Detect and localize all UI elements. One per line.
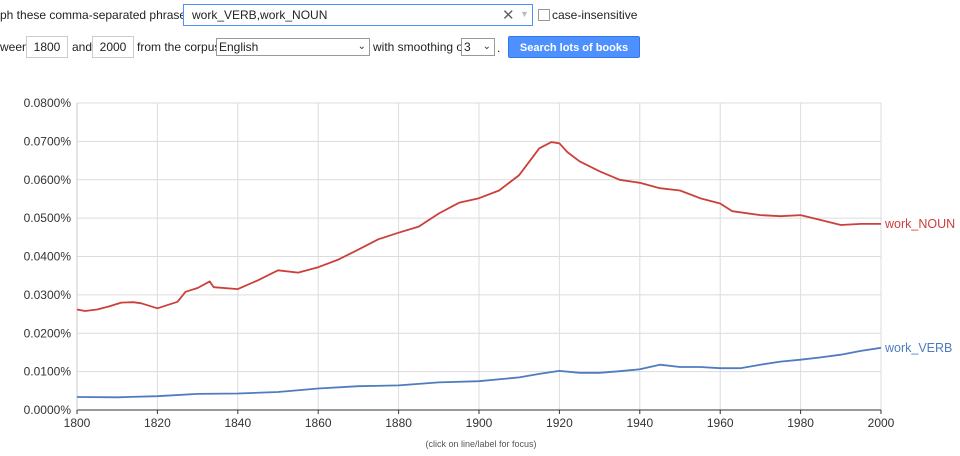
- y-tick-label: 0.0400%: [24, 250, 72, 264]
- case-insensitive-checkbox[interactable]: [538, 9, 550, 21]
- corpus-label: from the corpus: [137, 40, 221, 54]
- smoothing-select-value: 3: [464, 40, 471, 54]
- query-form: ph these comma-separated phrases: work_V…: [0, 0, 960, 66]
- smoothing-select[interactable]: 3 ⌄: [461, 38, 495, 56]
- y-tick-label: 0.0700%: [24, 134, 72, 148]
- chevron-down-icon: ⌄: [482, 41, 491, 52]
- phrases-input[interactable]: work_VERB,work_NOUN ✕ ▼: [183, 4, 533, 26]
- chart-footnote: (click on line/label for focus): [425, 439, 536, 449]
- smoothing-label: with smoothing of: [373, 40, 467, 54]
- series-line-work_NOUN[interactable]: [76, 141, 881, 312]
- y-tick-label: 0.0200%: [24, 326, 72, 340]
- start-year-input[interactable]: 1800: [26, 36, 68, 58]
- x-tick-label: 1960: [707, 416, 734, 430]
- y-tick-label: 0.0800%: [24, 96, 72, 110]
- x-tick-label: 2000: [868, 416, 895, 430]
- chevron-down-icon: ⌄: [357, 41, 366, 52]
- dropdown-caret-icon[interactable]: ▼: [520, 9, 529, 19]
- series-label-work_VERB[interactable]: work_VERB: [884, 341, 952, 355]
- case-insensitive-label[interactable]: case-insensitive: [552, 8, 638, 22]
- period-text: .: [497, 41, 501, 55]
- clear-icon[interactable]: ✕: [502, 7, 515, 24]
- y-tick-label: 0.0300%: [24, 288, 72, 302]
- y-tick-label: 0.0500%: [24, 211, 72, 225]
- series-line-work_VERB[interactable]: [76, 346, 882, 399]
- x-tick-label: 1920: [546, 416, 573, 430]
- x-tick-label: 1940: [626, 416, 653, 430]
- end-year-input[interactable]: 2000: [92, 36, 134, 58]
- x-tick-label: 1860: [305, 416, 332, 430]
- x-tick-label: 1820: [144, 416, 171, 430]
- x-tick-label: 1900: [466, 416, 493, 430]
- x-tick-label: 1980: [787, 416, 814, 430]
- x-tick-label: 1800: [64, 416, 91, 430]
- y-tick-label: 0.0000%: [24, 403, 72, 417]
- x-tick-label: 1840: [224, 416, 251, 430]
- corpus-select-value: English: [219, 40, 259, 54]
- phrases-label: ph these comma-separated phrases:: [0, 8, 196, 22]
- between-label: ween: [0, 40, 29, 54]
- x-tick-label: 1880: [385, 416, 412, 430]
- corpus-select[interactable]: English ⌄: [216, 38, 370, 56]
- y-tick-label: 0.0600%: [24, 173, 72, 187]
- y-tick-label: 0.0100%: [24, 365, 72, 379]
- and-label: and: [72, 40, 93, 54]
- search-button[interactable]: Search lots of books: [508, 36, 640, 58]
- phrases-input-value: work_VERB,work_NOUN: [192, 8, 328, 22]
- series-label-work_NOUN[interactable]: work_NOUN: [884, 217, 955, 231]
